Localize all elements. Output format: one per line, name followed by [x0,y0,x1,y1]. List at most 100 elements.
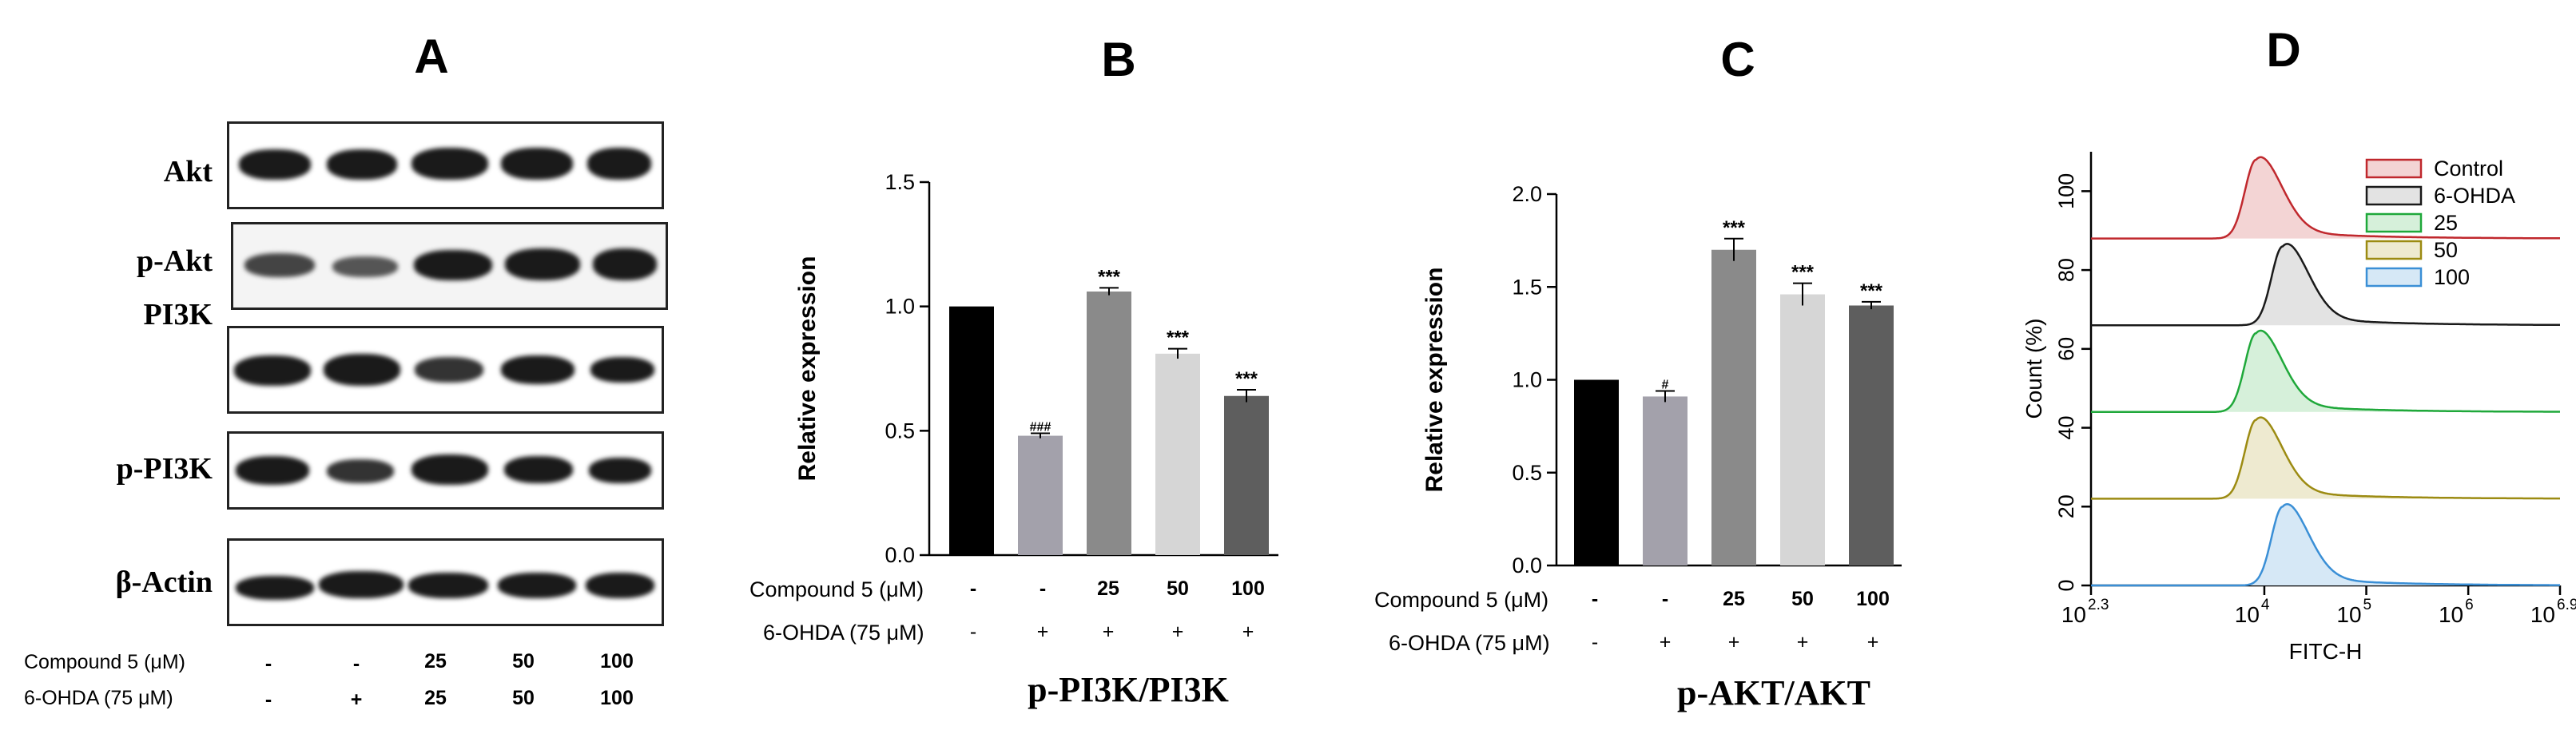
legend-label: 100 [2434,265,2470,289]
legend-label: 6-OHDA [2434,184,2515,208]
legend-swatch [2365,240,2423,260]
panel-c-ohda-label: 6-OHDA (75 μM) [1389,631,1550,655]
x-tick-exponent: 6 [2465,597,2474,613]
bar [1849,305,1894,565]
panel-b-ohda-cell: - [969,621,977,643]
panel-c-compound-cell: 50 [1791,588,1814,610]
bar [1018,435,1063,555]
panel-c-title: p-AKT/AKT [1676,673,1871,712]
panel-b-compound-label: Compound 5 (μM) [749,577,924,601]
y-tick-label: 1.5 [1512,275,1542,299]
y-axis-title: Relative expression [1421,268,1448,493]
legend-label: Control [2434,157,2503,181]
panel-c-ohda-cell: - [1591,631,1599,653]
panel-a-compound-cell: 100 [600,650,634,673]
y-axis-title: Count (%) [2021,318,2046,419]
panel-a-ohda-cell: 100 [600,687,634,709]
blot-label-beta-actin: β-Actin [115,565,213,599]
histogram-fill [2091,244,2560,326]
legend-label: 50 [2434,238,2458,262]
y-tick-label: 1.0 [1512,368,1542,392]
blot-label-p-pi3k: p-PI3K [116,452,213,486]
blot-image-p-akt [231,222,668,310]
histogram-fill [2091,504,2560,585]
blot-label-akt: Akt [163,155,213,188]
x-tick-exponent: 6.9 [2557,597,2576,613]
y-tick-label: 2.0 [1512,182,1542,206]
panel-c-compound-cell: - [1591,588,1599,610]
panel-c-ohda-cell: + [1659,631,1672,653]
blot-image-p-pi3k [227,431,664,510]
significance-label: *** [1860,280,1883,302]
x-tick-base: 10 [2439,602,2463,627]
y-tick-label: 60 [2054,337,2078,361]
bar [1224,395,1269,555]
bar [1780,294,1825,565]
legend-label: 25 [2434,211,2458,235]
significance-label: *** [1723,217,1746,239]
blot-image-beta-actin [227,538,664,626]
histogram-line [2091,243,2560,327]
legend-swatch [2365,267,2423,288]
panel-b-ohda-cell: + [1171,621,1184,643]
y-tick-label: 20 [2054,494,2078,518]
y-tick-label: 100 [2054,173,2078,209]
panel-b-ohda-label: 6-OHDA (75 μM) [763,621,924,645]
legend-swatch [2365,158,2423,179]
bar [1155,353,1200,555]
blot-image-pi3k [227,326,664,414]
panel-c-compound-cell: 100 [1856,588,1890,610]
panel-a-ohda-cell: + [350,688,363,711]
x-tick-exponent: 5 [2363,597,2372,613]
significance-label: ### [1030,420,1051,434]
panel-a-ohda-label: 6-OHDA (75 μM) [24,687,173,709]
bar [949,306,994,555]
y-axis-title: Relative expression [794,256,821,482]
histogram-line [2091,416,2560,500]
panel-c-compound-cell: 25 [1723,588,1745,610]
panel-a-compound-cell: 50 [512,650,535,673]
y-tick-label: 40 [2054,416,2078,440]
panel-b-ohda-cell: + [1242,621,1254,643]
panel-c-ohda-cell: + [1727,631,1740,653]
panel-a-compound-cell: 25 [424,650,447,673]
panel-b-ohda-cell: + [1102,621,1115,643]
legend-swatch [2365,212,2423,233]
significance-label: # [1662,378,1669,391]
panel-a-ohda-cell: 25 [424,687,447,709]
panel-b-compound-cell: - [1039,577,1047,600]
panel-b-ohda-cell: + [1036,621,1049,643]
histogram-fill [2091,331,2560,412]
x-tick-base: 10 [2061,602,2086,627]
blot-image-akt [227,121,664,209]
panel-d-letter: D [2266,23,2301,77]
y-tick-label: 80 [2054,258,2078,282]
legend-swatch [2365,185,2423,206]
x-axis-title: FITC-H [2289,639,2363,664]
panel-c-compound-label: Compound 5 (μM) [1374,588,1549,612]
x-tick-exponent: 4 [2261,597,2270,613]
bar [1574,379,1619,565]
panel-c-ohda-cell: + [1866,631,1879,653]
histogram-line [2091,502,2560,587]
panel-a-ohda-cell: 50 [512,687,535,709]
x-tick-base: 10 [2530,602,2555,627]
significance-label: *** [1167,327,1190,349]
x-tick-base: 10 [2336,602,2361,627]
panel-b-compound-cell: 100 [1231,577,1265,600]
panel-b-compound-cell: 50 [1167,577,1189,600]
histogram-line [2091,156,2560,240]
blot-label-pi3k: PI3K [143,298,213,331]
panel-a-compound-cell: - [352,653,360,675]
y-tick-label: 0.5 [1512,461,1542,485]
significance-label: *** [1098,266,1121,288]
significance-label: *** [1791,262,1815,284]
panel-b-title: p-PI3K/PI3K [1028,670,1229,709]
y-tick-label: 0.5 [885,419,915,442]
y-tick-label: 1.5 [885,170,915,194]
panel-a-compound-cell: - [264,653,272,675]
significance-label: *** [1235,368,1258,390]
panel-b-compound-cell: - [969,577,977,600]
panel-b-compound-cell: 25 [1097,577,1119,600]
